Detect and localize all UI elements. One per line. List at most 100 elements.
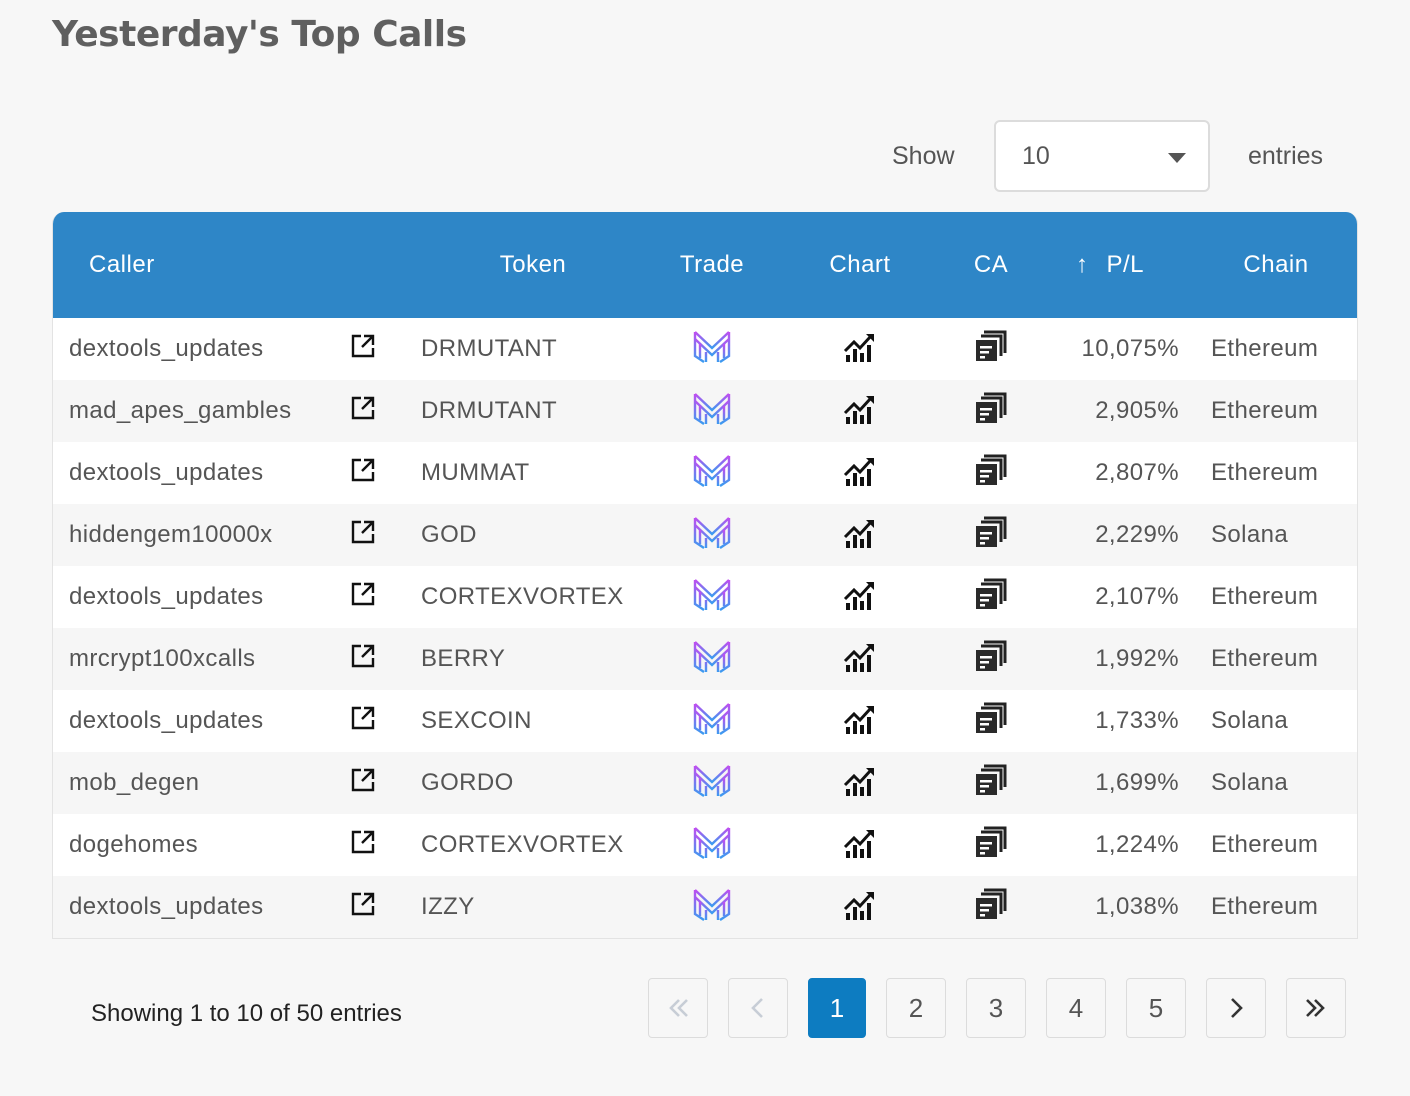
- page-button-5[interactable]: 5: [1126, 978, 1186, 1038]
- chart-cell[interactable]: [765, 628, 955, 690]
- caller-cell[interactable]: dextools_updates: [69, 335, 264, 362]
- external-link-cell[interactable]: [319, 504, 407, 566]
- external-link-icon[interactable]: [350, 767, 376, 800]
- caller-cell[interactable]: mrcrypt100xcalls: [69, 645, 256, 672]
- external-link-cell[interactable]: [319, 752, 407, 814]
- trade-logo-icon[interactable]: [692, 700, 732, 743]
- copy-address-icon[interactable]: [974, 329, 1008, 370]
- trade-logo-icon[interactable]: [692, 390, 732, 433]
- trade-cell[interactable]: [659, 752, 765, 814]
- external-link-cell[interactable]: [319, 442, 407, 504]
- header-chart[interactable]: Chart: [829, 251, 891, 278]
- caller-cell[interactable]: mob_degen: [69, 769, 200, 796]
- caller-cell[interactable]: dogehomes: [69, 831, 199, 858]
- trade-logo-icon[interactable]: [692, 886, 732, 929]
- external-link-icon[interactable]: [350, 829, 376, 862]
- external-link-cell[interactable]: [319, 876, 407, 938]
- chart-icon[interactable]: [843, 453, 877, 494]
- chart-icon[interactable]: [843, 887, 877, 928]
- trade-logo-icon[interactable]: [692, 824, 732, 867]
- chart-icon[interactable]: [843, 639, 877, 680]
- caller-cell[interactable]: dextools_updates: [69, 583, 264, 610]
- external-link-icon[interactable]: [350, 643, 376, 676]
- caller-cell[interactable]: mad_apes_gambles: [69, 397, 292, 424]
- trade-cell[interactable]: [659, 566, 765, 628]
- ca-cell[interactable]: [955, 876, 1027, 938]
- trade-logo-icon[interactable]: [692, 328, 732, 371]
- external-link-icon[interactable]: [350, 519, 376, 552]
- copy-address-icon[interactable]: [974, 391, 1008, 432]
- copy-address-icon[interactable]: [974, 825, 1008, 866]
- chart-cell[interactable]: [765, 752, 955, 814]
- trade-cell[interactable]: [659, 876, 765, 938]
- header-pl[interactable]: ↑ P/L: [1027, 212, 1193, 318]
- chart-icon[interactable]: [843, 577, 877, 618]
- first-page-button[interactable]: [648, 978, 708, 1038]
- external-link-icon[interactable]: [350, 457, 376, 490]
- external-link-icon[interactable]: [350, 891, 376, 924]
- copy-address-icon[interactable]: [974, 515, 1008, 556]
- header-caller[interactable]: Caller: [89, 251, 155, 278]
- chart-cell[interactable]: [765, 504, 955, 566]
- external-link-cell[interactable]: [319, 814, 407, 876]
- external-link-cell[interactable]: [319, 380, 407, 442]
- copy-address-icon[interactable]: [974, 701, 1008, 742]
- trade-logo-icon[interactable]: [692, 762, 732, 805]
- copy-address-icon[interactable]: [974, 887, 1008, 928]
- page-button-4[interactable]: 4: [1046, 978, 1106, 1038]
- ca-cell[interactable]: [955, 442, 1027, 504]
- trade-cell[interactable]: [659, 442, 765, 504]
- chart-cell[interactable]: [765, 814, 955, 876]
- copy-address-icon[interactable]: [974, 577, 1008, 618]
- external-link-cell[interactable]: [319, 690, 407, 752]
- chart-icon[interactable]: [843, 329, 877, 370]
- chart-cell[interactable]: [765, 380, 955, 442]
- page-button-3[interactable]: 3: [966, 978, 1026, 1038]
- header-trade[interactable]: Trade: [679, 251, 745, 278]
- external-link-icon[interactable]: [350, 333, 376, 366]
- ca-cell[interactable]: [955, 814, 1027, 876]
- chart-icon[interactable]: [843, 391, 877, 432]
- trade-logo-icon[interactable]: [692, 576, 732, 619]
- trade-cell[interactable]: [659, 690, 765, 752]
- prev-page-button[interactable]: [728, 978, 788, 1038]
- ca-cell[interactable]: [955, 628, 1027, 690]
- chart-cell[interactable]: [765, 442, 955, 504]
- trade-logo-icon[interactable]: [692, 452, 732, 495]
- caller-cell[interactable]: dextools_updates: [69, 893, 264, 920]
- caller-cell[interactable]: hiddengem10000x: [69, 521, 273, 548]
- external-link-icon[interactable]: [350, 581, 376, 614]
- copy-address-icon[interactable]: [974, 639, 1008, 680]
- trade-cell[interactable]: [659, 504, 765, 566]
- trade-cell[interactable]: [659, 380, 765, 442]
- caller-cell[interactable]: dextools_updates: [69, 707, 264, 734]
- chart-icon[interactable]: [843, 701, 877, 742]
- trade-logo-icon[interactable]: [692, 514, 732, 557]
- chart-cell[interactable]: [765, 318, 955, 380]
- header-ca[interactable]: CA: [973, 251, 1009, 278]
- chart-cell[interactable]: [765, 876, 955, 938]
- copy-address-icon[interactable]: [974, 763, 1008, 804]
- ca-cell[interactable]: [955, 318, 1027, 380]
- ca-cell[interactable]: [955, 566, 1027, 628]
- external-link-cell[interactable]: [319, 566, 407, 628]
- header-token[interactable]: Token: [499, 251, 567, 278]
- external-link-cell[interactable]: [319, 318, 407, 380]
- ca-cell[interactable]: [955, 380, 1027, 442]
- ca-cell[interactable]: [955, 752, 1027, 814]
- external-link-icon[interactable]: [350, 705, 376, 738]
- external-link-cell[interactable]: [319, 628, 407, 690]
- trade-logo-icon[interactable]: [692, 638, 732, 681]
- caller-cell[interactable]: dextools_updates: [69, 459, 264, 486]
- ca-cell[interactable]: [955, 504, 1027, 566]
- copy-address-icon[interactable]: [974, 453, 1008, 494]
- page-button-2[interactable]: 2: [886, 978, 946, 1038]
- trade-cell[interactable]: [659, 628, 765, 690]
- trade-cell[interactable]: [659, 318, 765, 380]
- trade-cell[interactable]: [659, 814, 765, 876]
- chart-icon[interactable]: [843, 763, 877, 804]
- last-page-button[interactable]: [1286, 978, 1346, 1038]
- chart-icon[interactable]: [843, 515, 877, 556]
- page-button-1[interactable]: 1: [808, 978, 866, 1038]
- chart-icon[interactable]: [843, 825, 877, 866]
